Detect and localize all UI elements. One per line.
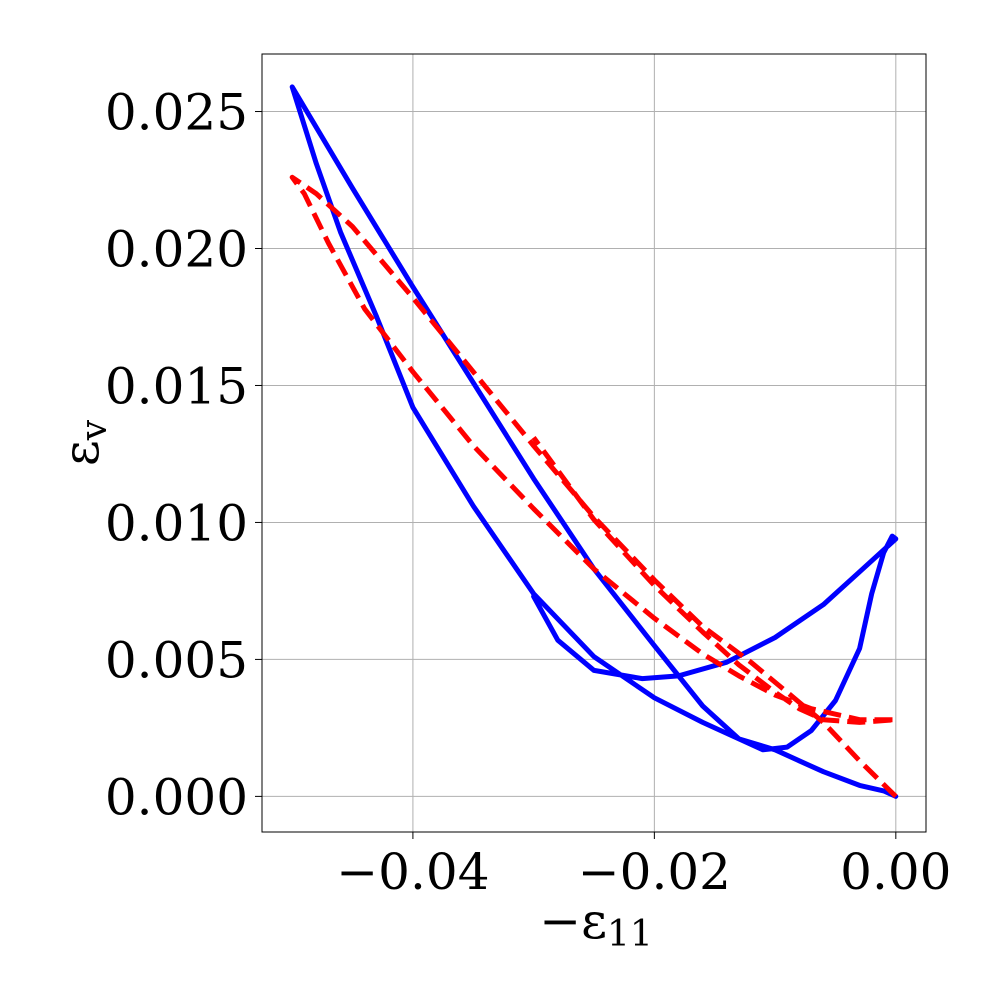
y-tick-label: 0.015 [105, 357, 248, 415]
tick-labels: −0.04 −0.02 0.00 0.000 0.005 0.010 0.015 0.020 0… [105, 84, 952, 901]
x-tick-label: 0.00 [840, 843, 951, 901]
x-axis-label-base: −ε [539, 892, 607, 950]
y-axis-label: εv [52, 419, 115, 466]
x-tick-label: −0.04 [336, 843, 489, 901]
y-axis-label-base: ε [52, 440, 110, 466]
plot-frame [261, 53, 927, 833]
y-tick-label: 0.010 [105, 494, 248, 552]
x-tick-label: −0.02 [578, 843, 731, 901]
y-tick-label: 0.000 [105, 768, 248, 826]
x-axis-label: −ε11 [539, 892, 653, 955]
series-line-2 [289, 174, 899, 799]
y-tick-label: 0.025 [105, 84, 248, 142]
y-tick-label: 0.005 [105, 631, 248, 689]
series-group [289, 84, 899, 799]
y-tick-label: 0.020 [105, 221, 248, 279]
x-axis-label-sub: 11 [607, 914, 653, 955]
y-axis-label-sub: v [74, 419, 115, 441]
